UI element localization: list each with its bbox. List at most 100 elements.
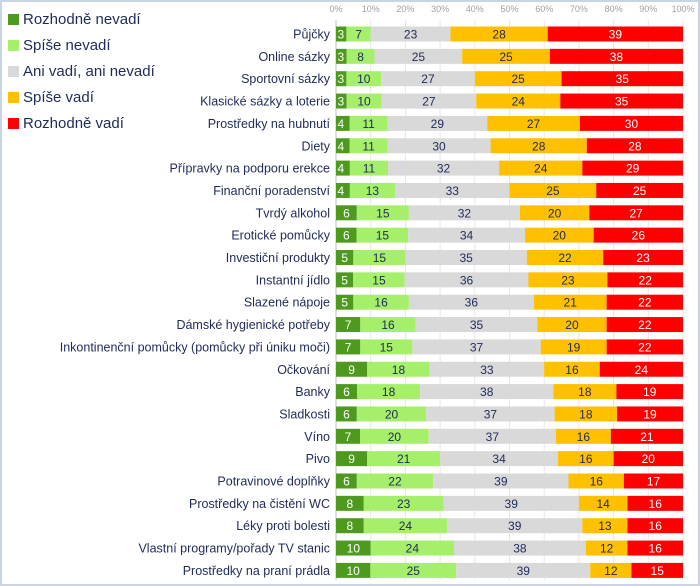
data-label: 26 (632, 229, 646, 243)
data-label: 30 (432, 139, 446, 153)
bar-segment (599, 361, 683, 377)
category-label: Banky (295, 385, 330, 399)
bar-segment (544, 361, 600, 377)
data-label: 11 (363, 162, 376, 176)
data-label: 25 (499, 50, 513, 64)
data-label: 20 (385, 407, 399, 421)
bar-segment (540, 339, 607, 355)
data-label: 37 (486, 430, 500, 444)
bar-segment (627, 518, 683, 534)
legend-label: Ani vadí, ani nevadí (23, 62, 155, 80)
data-label: 16 (374, 296, 388, 310)
bar-segment (537, 317, 607, 333)
legend-item: Spíše vadí (8, 84, 155, 110)
data-label: 17 (647, 475, 661, 489)
bar-segment (336, 428, 361, 444)
bar-segment (336, 115, 350, 131)
bar-segment (381, 93, 477, 109)
bar-segment (370, 540, 454, 556)
data-label: 3 (338, 72, 345, 86)
data-label: 35 (615, 95, 629, 109)
bar-segment (336, 384, 358, 400)
data-label: 38 (610, 50, 624, 64)
bar-segment (526, 250, 604, 265)
legend-item: Ani vadí, ani nevadí (8, 58, 155, 84)
data-label: 25 (633, 184, 647, 198)
data-label: 25 (546, 184, 560, 198)
bar-segment (586, 138, 683, 154)
data-label: 37 (470, 340, 484, 354)
bar-segment (408, 227, 525, 243)
data-label: 24 (399, 519, 413, 533)
bar-segment (549, 48, 683, 64)
data-label: 35 (459, 251, 473, 265)
data-label: 7 (355, 28, 362, 42)
x-tick-label: 50% (500, 4, 518, 14)
bar-segment (603, 250, 683, 265)
data-label: 29 (431, 117, 445, 131)
bar-segment (554, 406, 618, 422)
data-label: 6 (343, 475, 350, 489)
bar-segment (555, 428, 611, 444)
bar-segment (349, 138, 388, 154)
bar-segment (336, 93, 347, 109)
bar-segment (356, 227, 409, 243)
data-label: 12 (600, 542, 614, 556)
bar-segment (474, 71, 562, 87)
category-label: Dámské hygienické potřeby (176, 318, 330, 332)
data-label: 28 (532, 139, 546, 153)
data-label: 22 (388, 475, 402, 489)
bar-segment (560, 93, 683, 109)
data-label: 10 (347, 542, 361, 556)
data-label: 7 (345, 340, 352, 354)
legend-item: Rozhodně vadí (8, 110, 155, 136)
bar-segment (336, 451, 368, 467)
category-label: Instantní jídlo (256, 273, 330, 287)
bar-segment (578, 495, 628, 511)
data-label: 19 (643, 385, 657, 399)
data-label: 39 (494, 475, 508, 489)
legend-swatch (8, 91, 19, 103)
bar-segment (624, 473, 683, 489)
data-label: 9 (348, 452, 355, 466)
data-label: 27 (527, 117, 541, 131)
bar-segment (363, 518, 448, 534)
bar-segment (627, 495, 683, 511)
bar-segment (353, 294, 409, 310)
bar-segment (596, 182, 683, 198)
data-label: 6 (343, 229, 350, 243)
data-label: 34 (492, 452, 506, 466)
legend-item: Rozhodně nevadí (8, 6, 155, 32)
data-label: 28 (492, 28, 506, 42)
bar-segment (356, 205, 409, 221)
data-label: 15 (372, 273, 386, 287)
data-label: 35 (470, 318, 484, 332)
bar-segment (415, 317, 538, 333)
x-tick-label: 20% (396, 4, 414, 14)
bar-segment (582, 160, 683, 176)
data-label: 38 (513, 542, 527, 556)
category-label: Léky proti bolesti (236, 519, 330, 533)
data-label: 25 (412, 50, 426, 64)
category-label: Vlastní programy/pořady TV stanic (138, 542, 330, 556)
data-label: 18 (382, 385, 396, 399)
bar-segment (547, 26, 683, 42)
legend-swatch (8, 65, 19, 77)
data-label: 14 (597, 497, 611, 511)
bar-segment (568, 473, 625, 489)
data-label: 5 (341, 251, 348, 265)
bar-segment (381, 71, 475, 87)
data-label: 25 (511, 72, 525, 86)
bar-segment (360, 339, 413, 355)
data-label: 5 (341, 296, 348, 310)
bar-segment (357, 384, 421, 400)
bar-segment (336, 272, 354, 288)
category-label: Slazené nápoje (244, 296, 330, 310)
data-label: 15 (651, 564, 665, 578)
data-label: 16 (565, 363, 579, 377)
bar-segment (336, 26, 347, 42)
data-label: 16 (579, 452, 593, 466)
category-label: Sportovní sázky (241, 72, 331, 86)
x-tick-label: 40% (466, 4, 484, 14)
